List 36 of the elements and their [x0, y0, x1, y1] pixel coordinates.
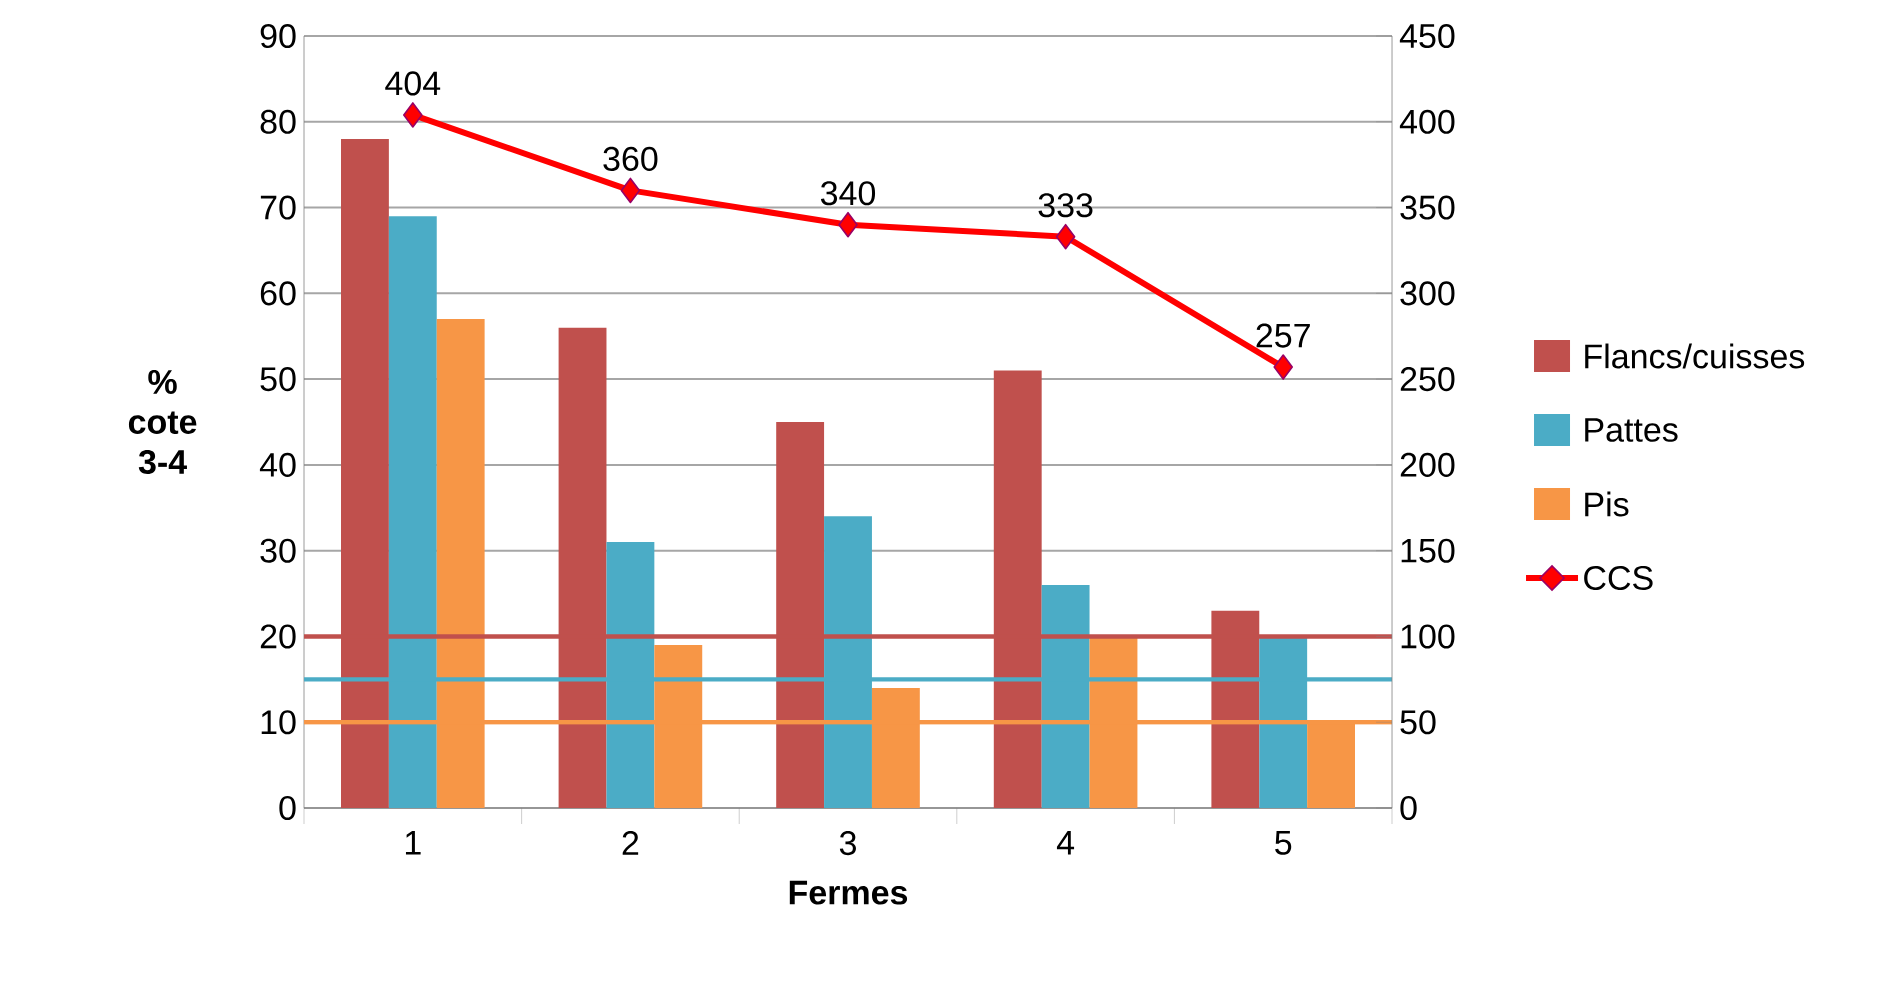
- legend-label: Pis: [1585, 491, 1629, 517]
- y2-tick-label: 100: [1401, 624, 1455, 649]
- legend-label: CCS: [1584, 565, 1653, 591]
- x-axis-title: Fermes: [789, 880, 908, 905]
- y2-tick-label: 50: [1400, 710, 1436, 735]
- y2-tick-label: 400: [1399, 109, 1455, 134]
- y2-tick-label: 150: [1401, 538, 1455, 563]
- y2-tick-label: 250: [1400, 367, 1455, 392]
- y-tick-label: 30: [260, 538, 296, 563]
- y2-tick-label: 450: [1399, 23, 1455, 49]
- y-axis-title: % cote 3-4: [128, 369, 197, 475]
- y-tick-label: 80: [260, 109, 296, 134]
- y-tick-label: 70: [260, 195, 296, 220]
- legend-label: Pattes: [1585, 418, 1678, 442]
- y-tick-label: 10: [261, 710, 296, 735]
- y-tick-label: 90: [260, 23, 296, 49]
- x-tick-label: 5: [1275, 831, 1292, 855]
- y2-tick-label: 350: [1400, 195, 1455, 220]
- x-tick-label: 1: [405, 831, 421, 855]
- data-label: 257: [1256, 323, 1310, 348]
- y2-tick-label: 300: [1400, 281, 1455, 306]
- y-tick-label: 40: [259, 452, 296, 477]
- x-tick-label: 2: [622, 831, 639, 855]
- legend-label: Flancs/cuisses: [1585, 343, 1805, 369]
- x-tick-label: 3: [839, 831, 856, 856]
- data-label: 404: [385, 71, 441, 96]
- y2-tick-label: 200: [1400, 452, 1455, 477]
- y-tick-label: 20: [260, 624, 296, 649]
- x-tick-label: 4: [1056, 831, 1075, 855]
- data-label: 360: [603, 146, 658, 171]
- y-tick-label: 50: [260, 367, 296, 392]
- data-label: 340: [820, 181, 876, 206]
- y2-tick-label: 0: [1400, 795, 1417, 821]
- data-label: 333: [1038, 193, 1093, 218]
- y-tick-label: 0: [279, 795, 296, 821]
- y-tick-label: 60: [260, 281, 296, 306]
